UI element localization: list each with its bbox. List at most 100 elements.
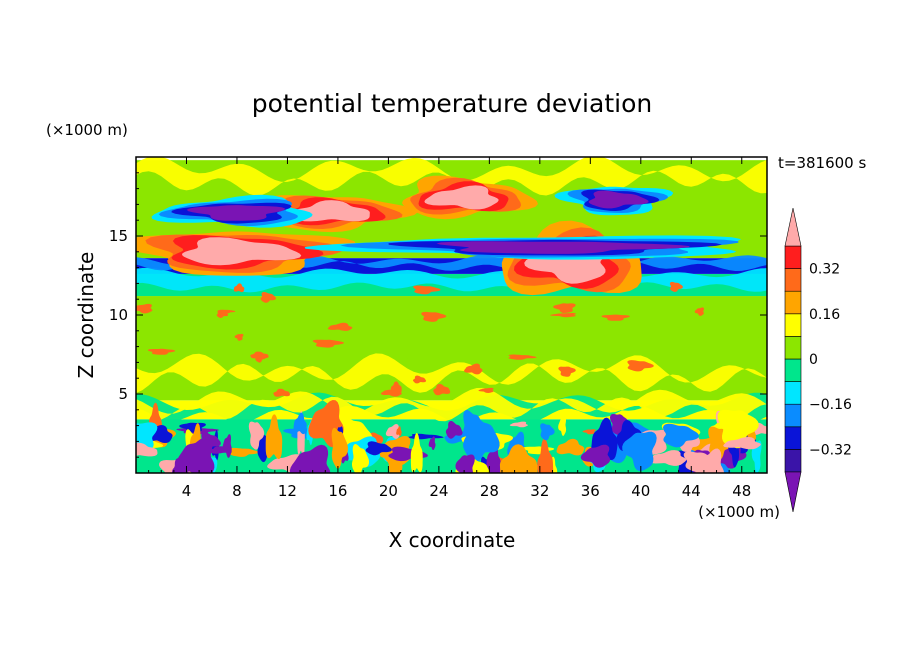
patch-11 — [219, 309, 236, 314]
colorbar-segment-3 — [784, 381, 802, 405]
x-tick-label-28: 28 — [480, 482, 499, 500]
patch-14 — [558, 366, 576, 377]
patch-22 — [413, 285, 441, 295]
eddy-94 — [648, 450, 687, 466]
colorbar-tick-label-1: 0.16 — [809, 307, 840, 323]
colorbar-segment-0 — [784, 449, 802, 473]
x-tick-label-48: 48 — [732, 482, 751, 500]
patch-12 — [550, 313, 577, 318]
y-axis: 5 10 15 — [109, 172, 767, 458]
y-tick-label-5: 5 — [118, 385, 128, 403]
patch-21 — [627, 360, 654, 372]
colorbar-segment-6 — [784, 313, 802, 337]
patch-23 — [327, 322, 353, 331]
x-axis-unit: (×1000 m) — [698, 503, 780, 521]
eddy-109 — [248, 421, 265, 450]
eddy-57 — [463, 414, 500, 463]
y-tick-label-15: 15 — [109, 227, 128, 245]
chart-title: potential temperature deviation — [252, 89, 652, 118]
eddy-40 — [229, 447, 260, 457]
patch-9 — [136, 303, 153, 314]
eddy-46 — [385, 424, 401, 439]
y-axis-unit: (×1000 m) — [46, 121, 128, 139]
x-tick-label-44: 44 — [682, 482, 701, 500]
eddy-54 — [558, 416, 567, 436]
patch-4 — [255, 351, 266, 363]
patch-19 — [601, 314, 630, 321]
x-tick-label-32: 32 — [530, 482, 549, 500]
eddy-73 — [663, 423, 699, 448]
colorbar-tick-label-4: −0.32 — [809, 442, 852, 458]
eddy-101 — [352, 444, 370, 473]
y-axis-label: Z coordinate — [74, 252, 98, 379]
plot-area — [136, 157, 767, 473]
x-tick-label-12: 12 — [278, 482, 297, 500]
x-tick-label-16: 16 — [328, 482, 347, 500]
eddy-48 — [428, 436, 436, 450]
feature-4-3 — [186, 205, 286, 221]
colorbar: 0.32 0.16 0 −0.16 −0.32 — [784, 207, 852, 513]
patch-0 — [273, 388, 290, 397]
colorbar-bottom-triangle — [784, 471, 802, 513]
patch-3 — [233, 283, 245, 293]
eddy-77 — [396, 426, 402, 437]
colorbar-top-triangle — [784, 207, 802, 247]
eddy-98 — [695, 448, 725, 473]
x-axis-label: X coordinate — [389, 528, 516, 552]
colorbar-tick-label-3: −0.16 — [809, 397, 852, 413]
eddy-38 — [445, 420, 463, 439]
x-axis: 4 8 12 16 20 24 28 32 36 40 44 48 — [148, 157, 755, 500]
eddy-95 — [176, 437, 215, 473]
colorbar-segment-1 — [784, 426, 802, 450]
patch-17 — [553, 303, 576, 313]
eddy-37 — [582, 429, 596, 435]
field-ribbon-0 — [136, 157, 767, 196]
patch-15 — [694, 307, 704, 316]
colorbar-tick-label-2: 0 — [809, 352, 818, 368]
eddy-102 — [265, 414, 283, 460]
y-tick-label-10: 10 — [109, 306, 128, 324]
patch-8 — [478, 387, 494, 393]
field-ribbon-5 — [136, 323, 767, 370]
eddy-104 — [723, 437, 761, 450]
eddy-29 — [289, 444, 331, 473]
colorbar-tick-label-0: 0.32 — [809, 262, 840, 278]
colorbar-segment-9 — [784, 245, 802, 269]
eddy-100 — [580, 444, 611, 468]
feature-6-3 — [588, 190, 649, 209]
eddy-70 — [556, 438, 585, 456]
x-tick-label-40: 40 — [631, 482, 650, 500]
feature-1-3 — [293, 200, 370, 222]
patch-7 — [421, 311, 447, 322]
feature-5-3 — [436, 241, 690, 254]
patch-1 — [147, 348, 176, 355]
eddy-19 — [610, 414, 629, 436]
feature-2-3 — [424, 185, 499, 210]
x-tick-label-4: 4 — [182, 482, 192, 500]
x-tick-label-20: 20 — [379, 482, 398, 500]
patch-26 — [312, 339, 344, 348]
feature-0-3 — [182, 237, 302, 266]
x-tick-label-24: 24 — [429, 482, 448, 500]
patch-10 — [260, 292, 276, 303]
patch-18 — [413, 375, 427, 384]
colorbar-segment-7 — [784, 290, 802, 315]
patch-20 — [433, 383, 451, 396]
colorbar-segment-2 — [784, 403, 802, 428]
eddy-81 — [499, 444, 538, 473]
field-ribbon-6 — [136, 353, 767, 393]
eddy-103 — [509, 421, 528, 428]
colorbar-segment-8 — [784, 268, 802, 292]
eddy-105 — [136, 442, 158, 457]
field-ribbon-2 — [136, 387, 767, 422]
patch-27 — [464, 363, 483, 375]
time-label: t=381600 s — [778, 154, 866, 172]
eddy-108 — [455, 454, 475, 473]
patch-24 — [380, 388, 402, 397]
x-tick-label-8: 8 — [232, 482, 242, 500]
eddy-106 — [622, 431, 657, 472]
colorbar-segment-5 — [784, 336, 802, 360]
eddy-85 — [410, 432, 423, 473]
